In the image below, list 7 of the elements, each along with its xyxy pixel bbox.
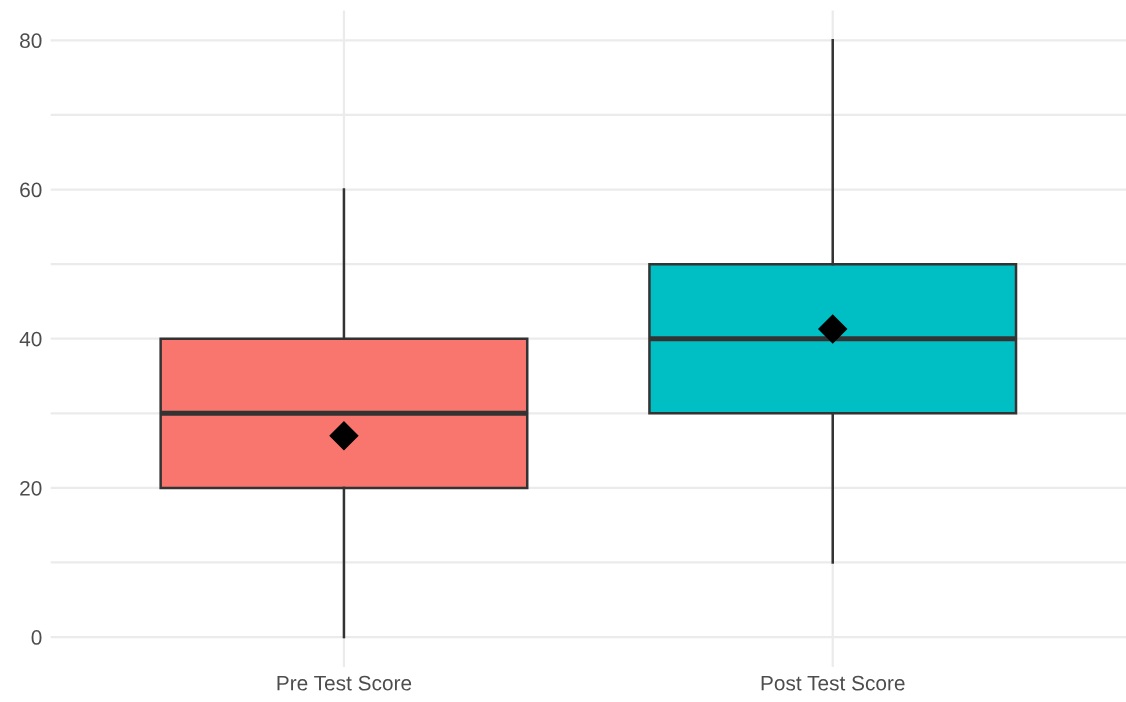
- x-tick-label: Pre Test Score: [277, 675, 412, 691]
- y-tick-label: 60: [20, 182, 42, 198]
- y-tick-label: 40: [19, 331, 42, 347]
- x-tick-label: Post Test Score: [761, 675, 905, 691]
- y-tick-label: 80: [20, 33, 42, 49]
- y-tick-label: 20: [20, 480, 42, 496]
- y-tick-label: 0: [31, 630, 42, 645]
